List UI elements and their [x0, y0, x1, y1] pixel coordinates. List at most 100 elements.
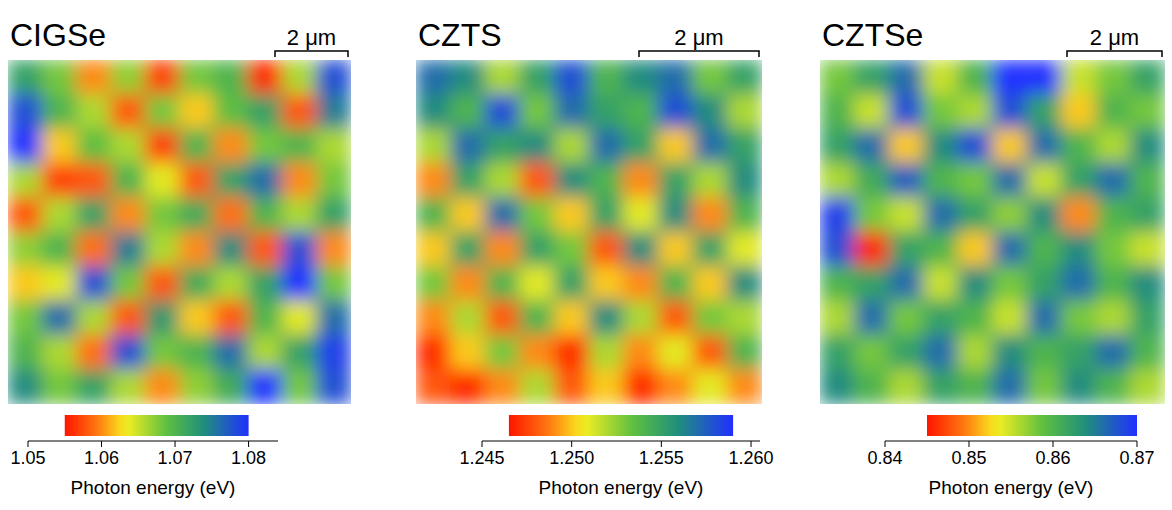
map-cell	[589, 163, 625, 198]
map-cell	[485, 232, 521, 267]
map-cell	[554, 60, 590, 95]
map-cell	[110, 128, 145, 163]
panel-title: CZTSe	[822, 17, 923, 53]
colorbar-tick-label: 0.84	[867, 448, 902, 468]
colorbar-tick	[885, 441, 886, 447]
map-cell	[450, 300, 486, 335]
colorbar-axis	[482, 441, 760, 442]
map-cell	[485, 94, 521, 129]
map-cell	[450, 266, 486, 301]
map-cell	[8, 369, 43, 404]
panel: CIGSe2 μm1.051.061.071.08Photon energy (…	[8, 17, 352, 498]
map-cell	[692, 266, 728, 301]
map-cell	[1027, 335, 1063, 370]
map-cell	[450, 232, 486, 267]
map-cell	[42, 232, 77, 267]
colorbar-tick-label: 1.255	[639, 448, 684, 468]
map	[416, 60, 762, 404]
map-cell	[658, 300, 694, 335]
map-cell	[889, 335, 925, 370]
colorbar-label: Photon energy (eV)	[71, 477, 236, 498]
map-cell	[145, 232, 180, 267]
map-cell	[1061, 266, 1097, 301]
map-cell	[248, 335, 283, 370]
map-cell	[623, 60, 659, 95]
map-cell	[416, 128, 451, 163]
map-cell	[727, 60, 762, 95]
colorbar-tick	[661, 441, 662, 447]
map-cell	[1027, 128, 1063, 163]
map-cell	[692, 128, 728, 163]
map-cell	[958, 369, 994, 404]
map-cell	[76, 94, 111, 129]
map-cell	[1027, 163, 1063, 198]
map-cell	[282, 128, 317, 163]
map-cell	[213, 369, 248, 404]
map-cell	[854, 369, 890, 404]
map-cells	[8, 60, 351, 404]
map-cell	[416, 94, 451, 129]
map-cell	[519, 94, 555, 129]
map-cell	[554, 94, 590, 129]
map-cell	[316, 300, 351, 335]
colorbar-label: Photon energy (eV)	[929, 477, 1094, 498]
map-cell	[1061, 163, 1097, 198]
map-cell	[1130, 60, 1165, 95]
colorbar-axis	[885, 441, 1137, 442]
map-cell	[485, 163, 521, 198]
map-cell	[923, 232, 959, 267]
map-cell	[554, 300, 590, 335]
map-cell	[282, 60, 317, 95]
map-cell	[589, 232, 625, 267]
scale-bar-label: 2 μm	[674, 25, 723, 50]
map-cell	[692, 335, 728, 370]
map-cell	[1061, 60, 1097, 95]
map-cell	[727, 128, 762, 163]
map-cell	[889, 60, 925, 95]
map-cell	[213, 266, 248, 301]
map-cell	[282, 266, 317, 301]
map-cell	[316, 232, 351, 267]
map-cell	[1096, 335, 1132, 370]
map-cell	[76, 232, 111, 267]
map-cell	[8, 94, 43, 129]
map-cell	[589, 266, 625, 301]
map-cell	[76, 335, 111, 370]
map-cell	[889, 369, 925, 404]
map-cell	[623, 300, 659, 335]
map-cell	[1061, 335, 1097, 370]
map-cell	[248, 300, 283, 335]
map-cell	[110, 335, 145, 370]
map-cell	[282, 232, 317, 267]
map-cell	[554, 163, 590, 198]
map-cell	[282, 300, 317, 335]
map-cell	[450, 197, 486, 232]
map-cell	[1096, 60, 1132, 95]
colorbar-label: Photon energy (eV)	[539, 477, 704, 498]
map-cell	[554, 232, 590, 267]
colorbar-tick-label: 0.85	[951, 448, 986, 468]
map-cell	[110, 300, 145, 335]
map-cell	[519, 163, 555, 198]
map-cell	[485, 197, 521, 232]
map-cell	[1061, 128, 1097, 163]
map-cell	[1061, 369, 1097, 404]
map-cell	[727, 300, 762, 335]
map-cell	[854, 128, 890, 163]
map-cell	[179, 197, 214, 232]
panel-title: CIGSe	[10, 17, 106, 53]
colorbar-tick	[1053, 441, 1054, 447]
map-cell	[179, 266, 214, 301]
map-cell	[589, 335, 625, 370]
map-cell	[554, 128, 590, 163]
map-cell	[658, 60, 694, 95]
map-cell	[923, 60, 959, 95]
map-cell	[889, 266, 925, 301]
map-cell	[1027, 60, 1063, 95]
map-cell	[110, 163, 145, 198]
map-cell	[992, 335, 1028, 370]
map-cell	[958, 197, 994, 232]
map-cell	[8, 300, 43, 335]
map-cell	[1061, 197, 1097, 232]
map-cell	[658, 94, 694, 129]
